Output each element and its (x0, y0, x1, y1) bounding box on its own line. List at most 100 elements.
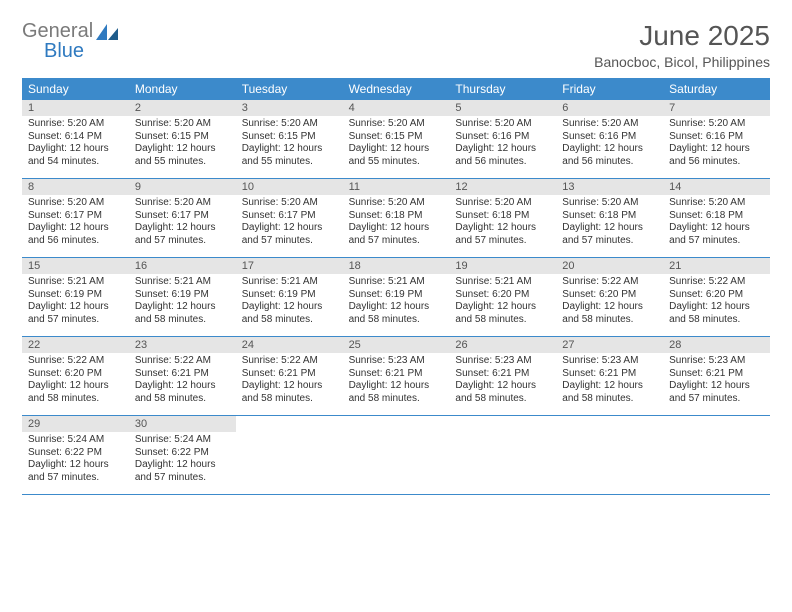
daylight-text: Daylight: 12 hours and 57 minutes. (349, 222, 444, 247)
weekday-header: Tuesday (236, 78, 343, 100)
sunset-text: Sunset: 6:16 PM (669, 131, 764, 144)
header: General Blue June 2025 Banocboc, Bicol, … (22, 20, 770, 70)
sunrise-text: Sunrise: 5:24 AM (28, 434, 123, 447)
daylight-text: Daylight: 12 hours and 58 minutes. (669, 301, 764, 326)
sunrise-text: Sunrise: 5:20 AM (669, 197, 764, 210)
day-number: 15 (22, 258, 129, 274)
calendar-cell: 23Sunrise: 5:22 AMSunset: 6:21 PMDayligh… (129, 337, 236, 415)
day-number: 30 (129, 416, 236, 432)
daylight-text: Daylight: 12 hours and 55 minutes. (135, 143, 230, 168)
calendar-cell: 7Sunrise: 5:20 AMSunset: 6:16 PMDaylight… (663, 100, 770, 178)
day-number: 8 (22, 179, 129, 195)
sunrise-text: Sunrise: 5:20 AM (562, 118, 657, 131)
day-number: 1 (22, 100, 129, 116)
day-number: 12 (449, 179, 556, 195)
calendar-cell: 1Sunrise: 5:20 AMSunset: 6:14 PMDaylight… (22, 100, 129, 178)
daylight-text: Daylight: 12 hours and 58 minutes. (455, 380, 550, 405)
calendar-cell: 13Sunrise: 5:20 AMSunset: 6:18 PMDayligh… (556, 179, 663, 257)
day-number: 23 (129, 337, 236, 353)
sunrise-text: Sunrise: 5:20 AM (669, 118, 764, 131)
calendar-cell: 26Sunrise: 5:23 AMSunset: 6:21 PMDayligh… (449, 337, 556, 415)
day-number: 5 (449, 100, 556, 116)
daylight-text: Daylight: 12 hours and 55 minutes. (349, 143, 444, 168)
calendar-cell: 19Sunrise: 5:21 AMSunset: 6:20 PMDayligh… (449, 258, 556, 336)
sunrise-text: Sunrise: 5:20 AM (135, 197, 230, 210)
daylight-text: Daylight: 12 hours and 58 minutes. (349, 380, 444, 405)
sunrise-text: Sunrise: 5:22 AM (242, 355, 337, 368)
day-number: 2 (129, 100, 236, 116)
weekday-header: Wednesday (343, 78, 450, 100)
sunrise-text: Sunrise: 5:20 AM (28, 118, 123, 131)
daylight-text: Daylight: 12 hours and 57 minutes. (28, 301, 123, 326)
daylight-text: Daylight: 12 hours and 57 minutes. (135, 459, 230, 484)
day-content: Sunrise: 5:22 AMSunset: 6:20 PMDaylight:… (22, 353, 129, 405)
calendar-cell: 11Sunrise: 5:20 AMSunset: 6:18 PMDayligh… (343, 179, 450, 257)
sunset-text: Sunset: 6:19 PM (28, 289, 123, 302)
calendar-cell: 8Sunrise: 5:20 AMSunset: 6:17 PMDaylight… (22, 179, 129, 257)
calendar-cell: 20Sunrise: 5:22 AMSunset: 6:20 PMDayligh… (556, 258, 663, 336)
day-number: 3 (236, 100, 343, 116)
day-content: Sunrise: 5:20 AMSunset: 6:17 PMDaylight:… (129, 195, 236, 247)
sunset-text: Sunset: 6:20 PM (562, 289, 657, 302)
calendar: Sunday Monday Tuesday Wednesday Thursday… (22, 78, 770, 495)
sunset-text: Sunset: 6:18 PM (455, 210, 550, 223)
calendar-week: 8Sunrise: 5:20 AMSunset: 6:17 PMDaylight… (22, 179, 770, 258)
day-number: 24 (236, 337, 343, 353)
calendar-week: 22Sunrise: 5:22 AMSunset: 6:20 PMDayligh… (22, 337, 770, 416)
sunset-text: Sunset: 6:15 PM (135, 131, 230, 144)
day-content: Sunrise: 5:20 AMSunset: 6:16 PMDaylight:… (449, 116, 556, 168)
daylight-text: Daylight: 12 hours and 57 minutes. (562, 222, 657, 247)
calendar-cell: 14Sunrise: 5:20 AMSunset: 6:18 PMDayligh… (663, 179, 770, 257)
weekday-header: Sunday (22, 78, 129, 100)
sunset-text: Sunset: 6:17 PM (135, 210, 230, 223)
calendar-cell: 29Sunrise: 5:24 AMSunset: 6:22 PMDayligh… (22, 416, 129, 494)
day-number: 4 (343, 100, 450, 116)
weekday-header: Thursday (449, 78, 556, 100)
day-content: Sunrise: 5:20 AMSunset: 6:18 PMDaylight:… (663, 195, 770, 247)
day-content: Sunrise: 5:22 AMSunset: 6:21 PMDaylight:… (236, 353, 343, 405)
calendar-cell: 18Sunrise: 5:21 AMSunset: 6:19 PMDayligh… (343, 258, 450, 336)
calendar-cell-empty (449, 416, 556, 494)
sunset-text: Sunset: 6:21 PM (669, 368, 764, 381)
daylight-text: Daylight: 12 hours and 58 minutes. (135, 380, 230, 405)
calendar-cell: 10Sunrise: 5:20 AMSunset: 6:17 PMDayligh… (236, 179, 343, 257)
day-number: 7 (663, 100, 770, 116)
sunset-text: Sunset: 6:18 PM (562, 210, 657, 223)
calendar-cell-empty (663, 416, 770, 494)
sunset-text: Sunset: 6:21 PM (242, 368, 337, 381)
daylight-text: Daylight: 12 hours and 57 minutes. (455, 222, 550, 247)
calendar-cell: 17Sunrise: 5:21 AMSunset: 6:19 PMDayligh… (236, 258, 343, 336)
calendar-week: 15Sunrise: 5:21 AMSunset: 6:19 PMDayligh… (22, 258, 770, 337)
daylight-text: Daylight: 12 hours and 56 minutes. (455, 143, 550, 168)
day-number: 16 (129, 258, 236, 274)
daylight-text: Daylight: 12 hours and 57 minutes. (135, 222, 230, 247)
sunrise-text: Sunrise: 5:23 AM (349, 355, 444, 368)
calendar-cell-empty (556, 416, 663, 494)
day-number: 21 (663, 258, 770, 274)
daylight-text: Daylight: 12 hours and 55 minutes. (242, 143, 337, 168)
sunset-text: Sunset: 6:20 PM (455, 289, 550, 302)
sunset-text: Sunset: 6:18 PM (669, 210, 764, 223)
sunrise-text: Sunrise: 5:20 AM (242, 197, 337, 210)
day-content: Sunrise: 5:20 AMSunset: 6:18 PMDaylight:… (556, 195, 663, 247)
day-number: 29 (22, 416, 129, 432)
calendar-cell: 27Sunrise: 5:23 AMSunset: 6:21 PMDayligh… (556, 337, 663, 415)
calendar-week: 29Sunrise: 5:24 AMSunset: 6:22 PMDayligh… (22, 416, 770, 495)
calendar-cell: 15Sunrise: 5:21 AMSunset: 6:19 PMDayligh… (22, 258, 129, 336)
day-content: Sunrise: 5:20 AMSunset: 6:17 PMDaylight:… (22, 195, 129, 247)
sunrise-text: Sunrise: 5:20 AM (562, 197, 657, 210)
day-content: Sunrise: 5:20 AMSunset: 6:16 PMDaylight:… (556, 116, 663, 168)
day-content: Sunrise: 5:23 AMSunset: 6:21 PMDaylight:… (343, 353, 450, 405)
calendar-cell-empty (236, 416, 343, 494)
calendar-cell: 28Sunrise: 5:23 AMSunset: 6:21 PMDayligh… (663, 337, 770, 415)
sunrise-text: Sunrise: 5:20 AM (455, 118, 550, 131)
day-number: 10 (236, 179, 343, 195)
calendar-week: 1Sunrise: 5:20 AMSunset: 6:14 PMDaylight… (22, 100, 770, 179)
daylight-text: Daylight: 12 hours and 58 minutes. (562, 301, 657, 326)
day-number: 11 (343, 179, 450, 195)
sunrise-text: Sunrise: 5:21 AM (455, 276, 550, 289)
page-subtitle: Banocboc, Bicol, Philippines (594, 54, 770, 70)
sunset-text: Sunset: 6:15 PM (349, 131, 444, 144)
day-content: Sunrise: 5:20 AMSunset: 6:18 PMDaylight:… (343, 195, 450, 247)
sunrise-text: Sunrise: 5:21 AM (349, 276, 444, 289)
